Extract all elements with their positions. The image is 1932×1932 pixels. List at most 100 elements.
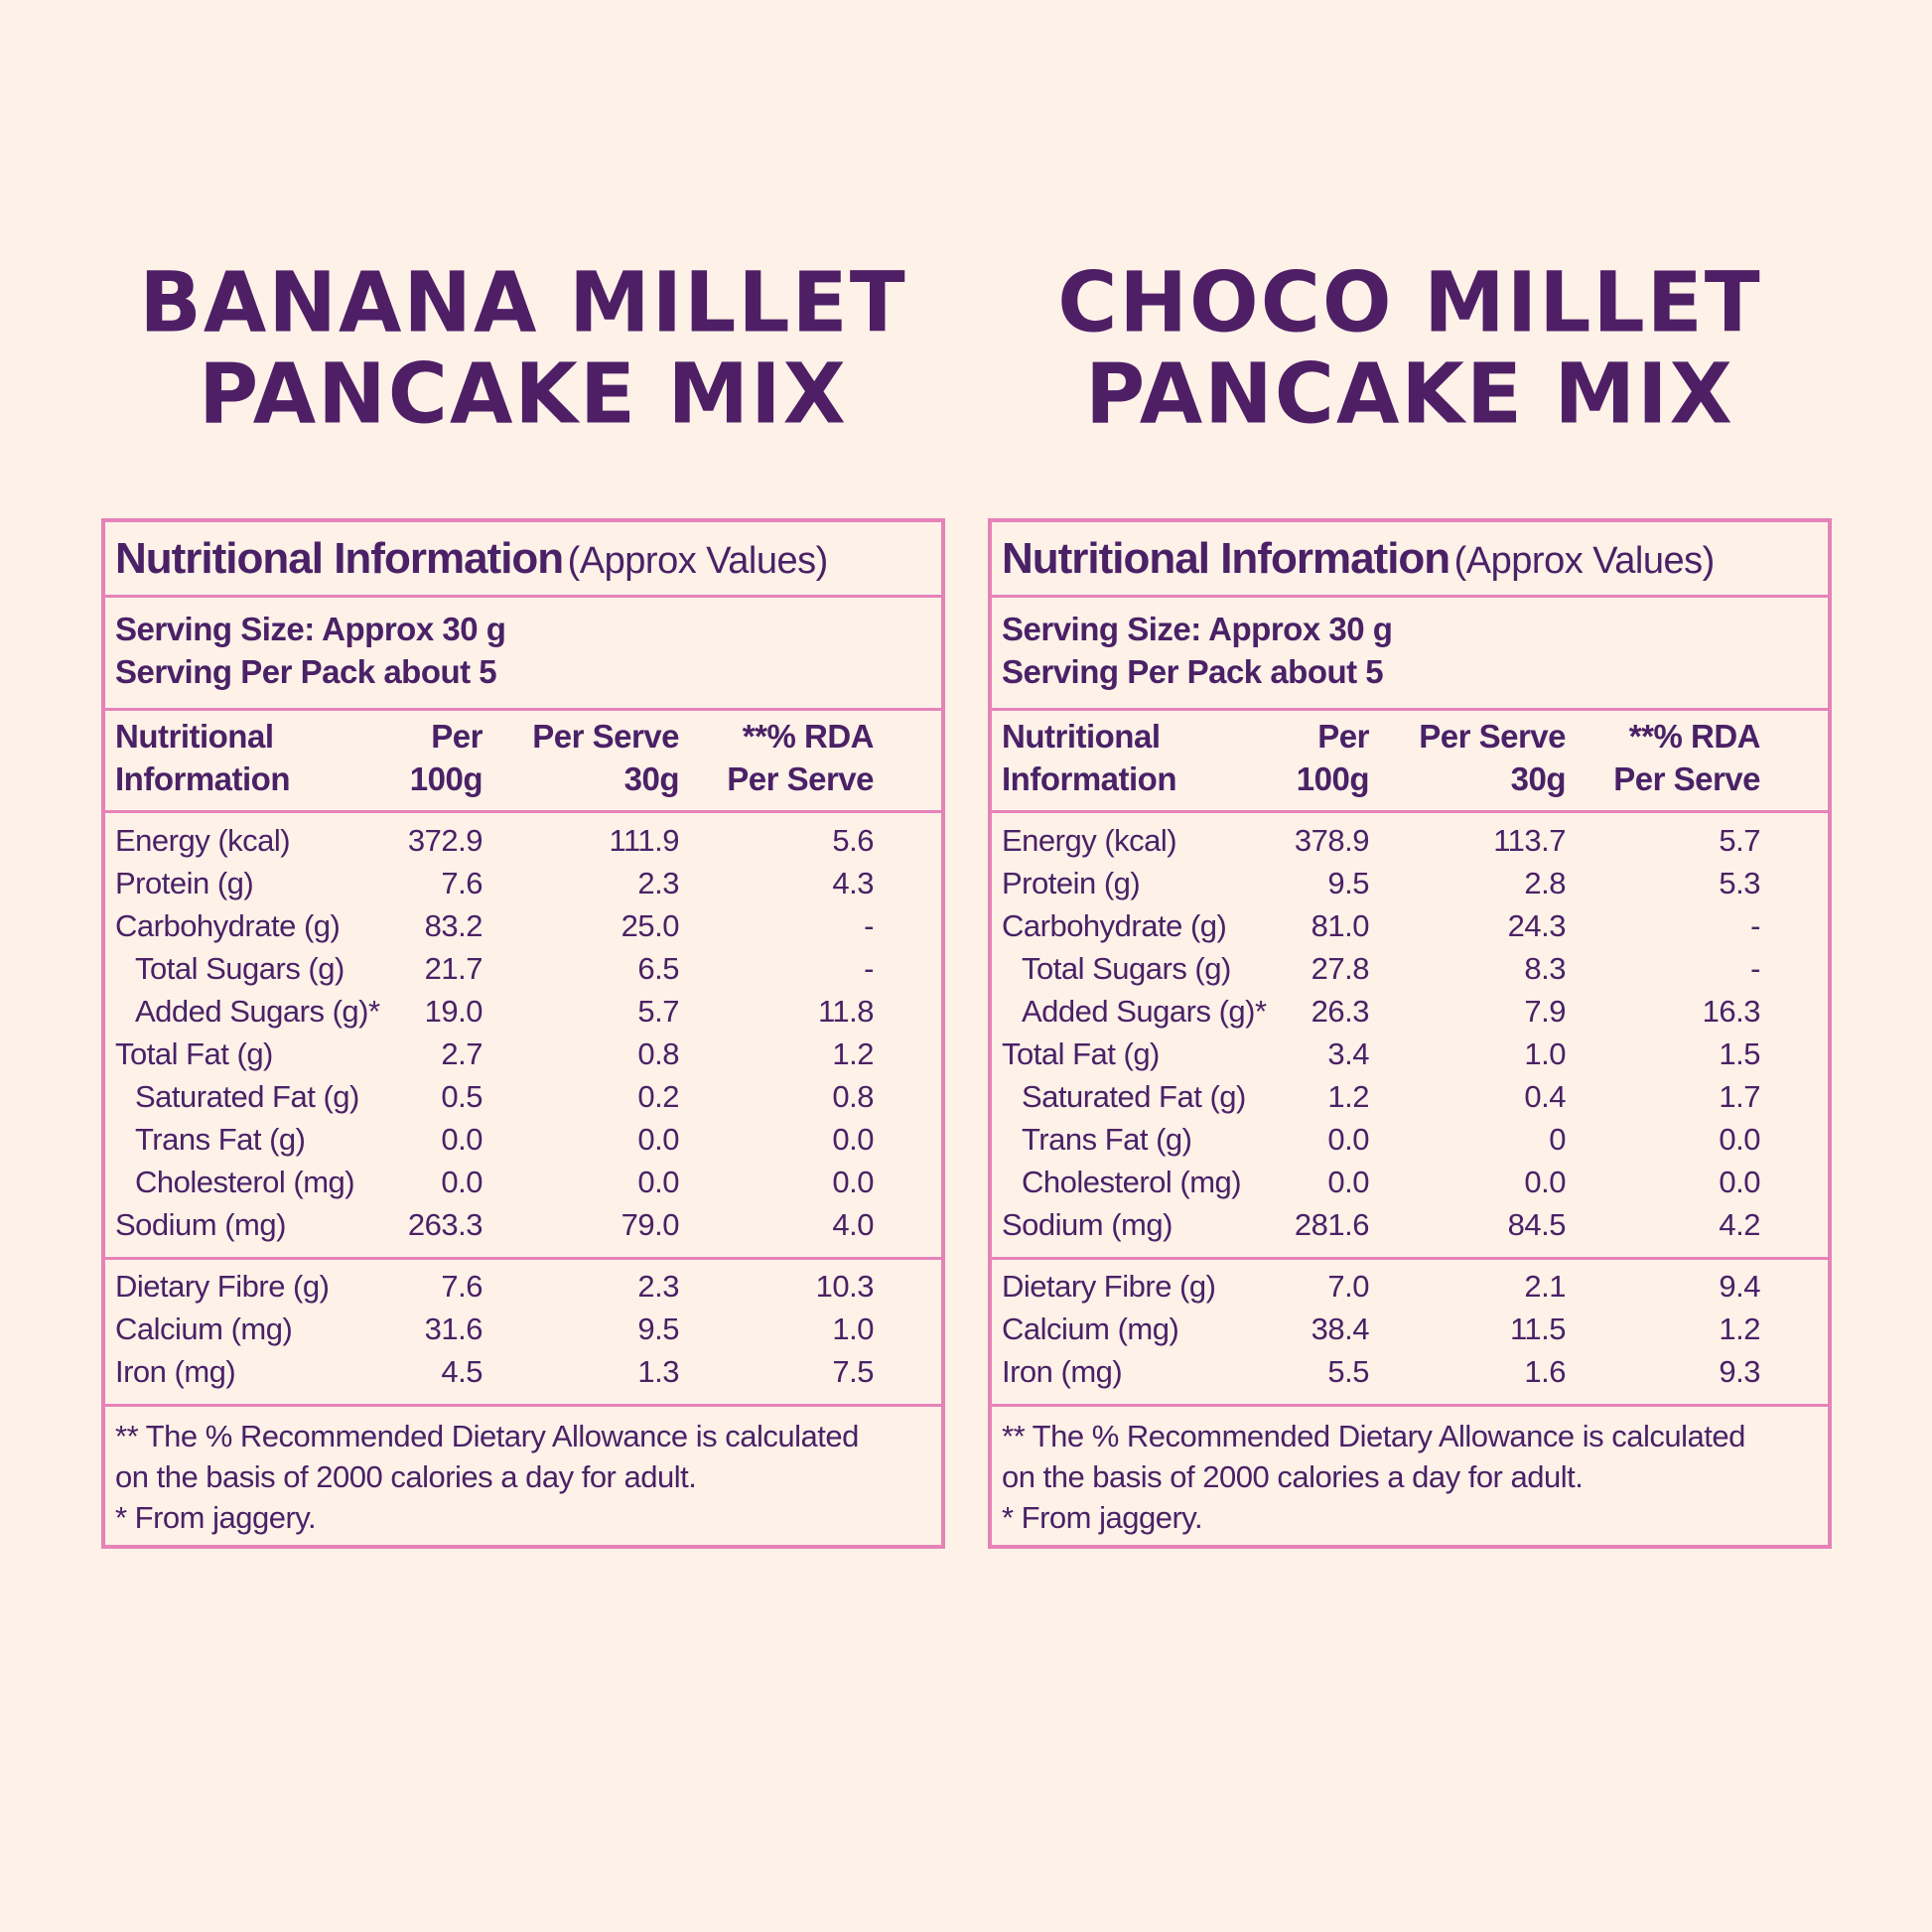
row-label: Protein (g): [1002, 866, 1141, 900]
divider: [992, 1257, 1828, 1260]
divider: [992, 708, 1828, 711]
value-per-serve: 113.7: [1493, 823, 1566, 858]
value-rda: 0.0: [1719, 1165, 1760, 1199]
table-row: Iron (mg) 5.5 1.6 9.3: [992, 1350, 1828, 1393]
value-per100: 0.5: [441, 1079, 483, 1114]
value-per-serve: 0: [1549, 1122, 1566, 1157]
row-label: Total Sugars (g): [1022, 951, 1231, 986]
value-per100: 9.5: [1327, 866, 1369, 900]
value-per100: 5.5: [1327, 1354, 1369, 1389]
table-row: Sodium (mg) 263.3 79.0 4.0: [105, 1203, 941, 1246]
row-label: Added Sugars (g)*: [135, 994, 380, 1029]
value-per100: 31.6: [424, 1311, 483, 1346]
table-row: Sodium (mg) 281.6 84.5 4.2: [992, 1203, 1828, 1246]
row-label: Sodium (mg): [115, 1207, 286, 1242]
row-label: Calcium (mg): [1002, 1311, 1179, 1346]
value-rda: 0.0: [1719, 1122, 1760, 1157]
column-header-text: 30g: [1510, 760, 1567, 797]
row-label: Carbohydrate (g): [115, 908, 341, 943]
row-label: Energy (kcal): [1002, 823, 1177, 858]
value-rda: 1.2: [1719, 1311, 1760, 1346]
product-title-line2: PANCAKE MIX: [199, 345, 848, 443]
value-per-serve: 25.0: [621, 908, 680, 943]
row-label: Dietary Fibre (g): [115, 1269, 330, 1304]
value-per-serve: 9.5: [637, 1311, 679, 1346]
value-per-serve: 0.0: [637, 1122, 679, 1157]
product-title: CHOCO MILLET PANCAKE MIX: [988, 258, 1832, 441]
value-per100: 83.2: [424, 908, 483, 943]
table-row: Cholesterol (mg) 0.0 0.0 0.0: [105, 1161, 941, 1203]
row-label: Energy (kcal): [115, 823, 291, 858]
value-rda: 5.7: [1719, 823, 1760, 858]
value-per-serve: 7.9: [1524, 994, 1566, 1029]
value-per100: 378.9: [1294, 823, 1370, 858]
value-rda: -: [1750, 951, 1760, 986]
product-title-line1: CHOCO MILLET: [1057, 255, 1762, 352]
table-row: Cholesterol (mg) 0.0 0.0 0.0: [992, 1161, 1828, 1203]
column-header-per-serve: Per Serve 30g: [1419, 715, 1566, 800]
serving-info: Serving Size: Approx 30 g Serving Per Pa…: [1002, 608, 1393, 693]
table-row: Carbohydrate (g) 83.2 25.0 -: [105, 904, 941, 947]
column-header-text: Per Serve: [1613, 760, 1760, 797]
column-header-text: Nutritional: [115, 718, 274, 755]
value-per-serve: 1.3: [637, 1354, 679, 1389]
value-rda: 5.6: [832, 823, 874, 858]
serving-info: Serving Size: Approx 30 g Serving Per Pa…: [115, 608, 506, 693]
footnote-line: * From jaggery.: [1002, 1500, 1203, 1535]
column-header-text: Per Serve: [727, 760, 874, 797]
column-header-text: **% RDA: [742, 718, 875, 755]
row-label: Trans Fat (g): [1022, 1122, 1192, 1157]
value-rda: 5.3: [1719, 866, 1760, 900]
panel-header-title: Nutritional Information: [1002, 534, 1450, 583]
value-rda: -: [1750, 908, 1760, 943]
column-header-text: Per: [431, 718, 483, 755]
value-rda: 0.0: [832, 1122, 874, 1157]
divider: [105, 1404, 941, 1407]
divider: [992, 595, 1828, 598]
footnote-line: on the basis of 2000 calories a day for …: [115, 1459, 697, 1494]
value-per-serve: 2.3: [637, 866, 679, 900]
value-per100: 38.4: [1311, 1311, 1370, 1346]
value-per100: 372.9: [407, 823, 483, 858]
value-per100: 1.2: [1327, 1079, 1369, 1114]
nutrition-panel: Nutritional Information (Approx Values) …: [101, 518, 945, 1549]
table-row: Saturated Fat (g) 0.5 0.2 0.8: [105, 1075, 941, 1118]
value-per100: 7.6: [441, 1269, 483, 1304]
product-title: BANANA MILLET PANCAKE MIX: [101, 258, 945, 441]
value-per100: 27.8: [1311, 951, 1370, 986]
value-per100: 263.3: [407, 1207, 483, 1242]
table-row: Total Sugars (g) 27.8 8.3 -: [992, 947, 1828, 990]
table-row: Carbohydrate (g) 81.0 24.3 -: [992, 904, 1828, 947]
value-per100: 281.6: [1294, 1207, 1370, 1242]
value-per100: 0.0: [1327, 1122, 1369, 1157]
table-row: Saturated Fat (g) 1.2 0.4 1.7: [992, 1075, 1828, 1118]
column-header-text: Per Serve: [532, 718, 679, 755]
row-label: Sodium (mg): [1002, 1207, 1173, 1242]
table-row: Protein (g) 7.6 2.3 4.3: [105, 862, 941, 904]
column-header-per-serve: Per Serve 30g: [532, 715, 679, 800]
table-row: Total Fat (g) 2.7 0.8 1.2: [105, 1033, 941, 1075]
value-per100: 7.6: [441, 866, 483, 900]
value-per-serve: 11.5: [1509, 1311, 1567, 1346]
row-label: Dietary Fibre (g): [1002, 1269, 1216, 1304]
value-per100: 0.0: [441, 1122, 483, 1157]
value-per-serve: 2.8: [1524, 866, 1566, 900]
value-per100: 3.4: [1327, 1036, 1369, 1071]
product-title-line2: PANCAKE MIX: [1085, 345, 1734, 443]
table-row: Trans Fat (g) 0.0 0.0 0.0: [105, 1118, 941, 1161]
column-header-per100: Per 100g: [1297, 715, 1370, 800]
value-per100: 26.3: [1311, 994, 1370, 1029]
divider: [105, 708, 941, 711]
value-rda: 10.3: [815, 1269, 875, 1304]
value-rda: 1.0: [832, 1311, 874, 1346]
value-per100: 2.7: [441, 1036, 483, 1071]
value-per-serve: 0.0: [637, 1165, 679, 1199]
table-row: Total Fat (g) 3.4 1.0 1.5: [992, 1033, 1828, 1075]
row-label: Total Fat (g): [115, 1036, 273, 1071]
panel-header: Nutritional Information (Approx Values): [1002, 534, 1715, 584]
value-rda: 4.3: [832, 866, 874, 900]
value-per100: 21.7: [424, 951, 483, 986]
value-per100: 4.5: [441, 1354, 483, 1389]
table-row: Energy (kcal) 378.9 113.7 5.7: [992, 819, 1828, 862]
footnote: ** The % Recommended Dietary Allowance i…: [115, 1416, 859, 1538]
